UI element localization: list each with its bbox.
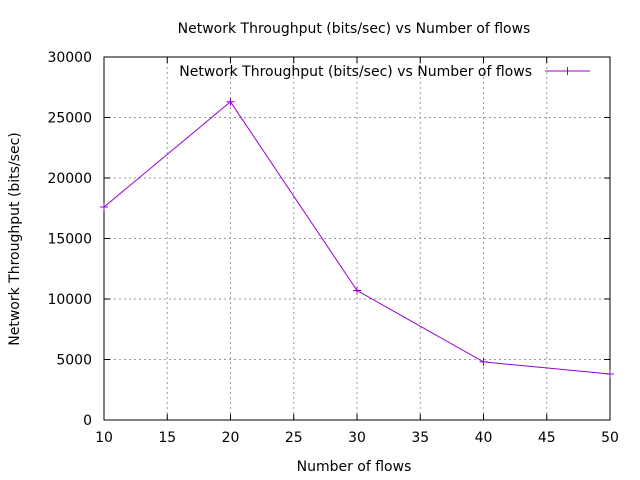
- x-axis-label: Number of flows: [297, 459, 412, 475]
- series-layer: [100, 97, 614, 379]
- chart-title: Network Throughput (bits/sec) vs Number …: [178, 21, 531, 37]
- y-tick-label: 10000: [47, 292, 92, 308]
- y-tick-label: 30000: [47, 50, 92, 66]
- legend-marker: [563, 67, 572, 75]
- x-tick-label: 45: [538, 430, 556, 446]
- data-point: [353, 286, 361, 295]
- x-tick-label: 40: [475, 430, 493, 446]
- data-point: [479, 357, 488, 366]
- y-tick-label: 20000: [47, 171, 92, 187]
- data-point: [100, 203, 108, 212]
- y-tick-label: 5000: [56, 353, 92, 369]
- grid-lines: [104, 57, 610, 420]
- legend-label: Network Throughput (bits/sec) vs Number …: [179, 64, 532, 80]
- legend: Network Throughput (bits/sec) vs Number …: [179, 64, 590, 80]
- data-point: [606, 370, 614, 379]
- x-tick-label: 35: [411, 430, 429, 446]
- x-tick-label: 20: [222, 430, 240, 446]
- x-tick-label: 25: [285, 430, 303, 446]
- y-tick-label: 15000: [47, 232, 92, 248]
- y-axis: 0 5000 10000 15000 20000 25000 30000: [47, 50, 610, 429]
- y-tick-label: 25000: [47, 111, 92, 127]
- x-tick-label: 15: [158, 430, 176, 446]
- x-tick-label: 10: [95, 430, 113, 446]
- x-tick-label: 50: [601, 430, 619, 446]
- data-point: [226, 97, 235, 106]
- x-tick-label: 30: [348, 430, 366, 446]
- y-axis-label: Network Throughput (bits/sec): [7, 132, 23, 345]
- x-axis: 10 15 20 25 30 35 40 45 50: [95, 57, 619, 446]
- y-tick-label: 0: [83, 413, 92, 429]
